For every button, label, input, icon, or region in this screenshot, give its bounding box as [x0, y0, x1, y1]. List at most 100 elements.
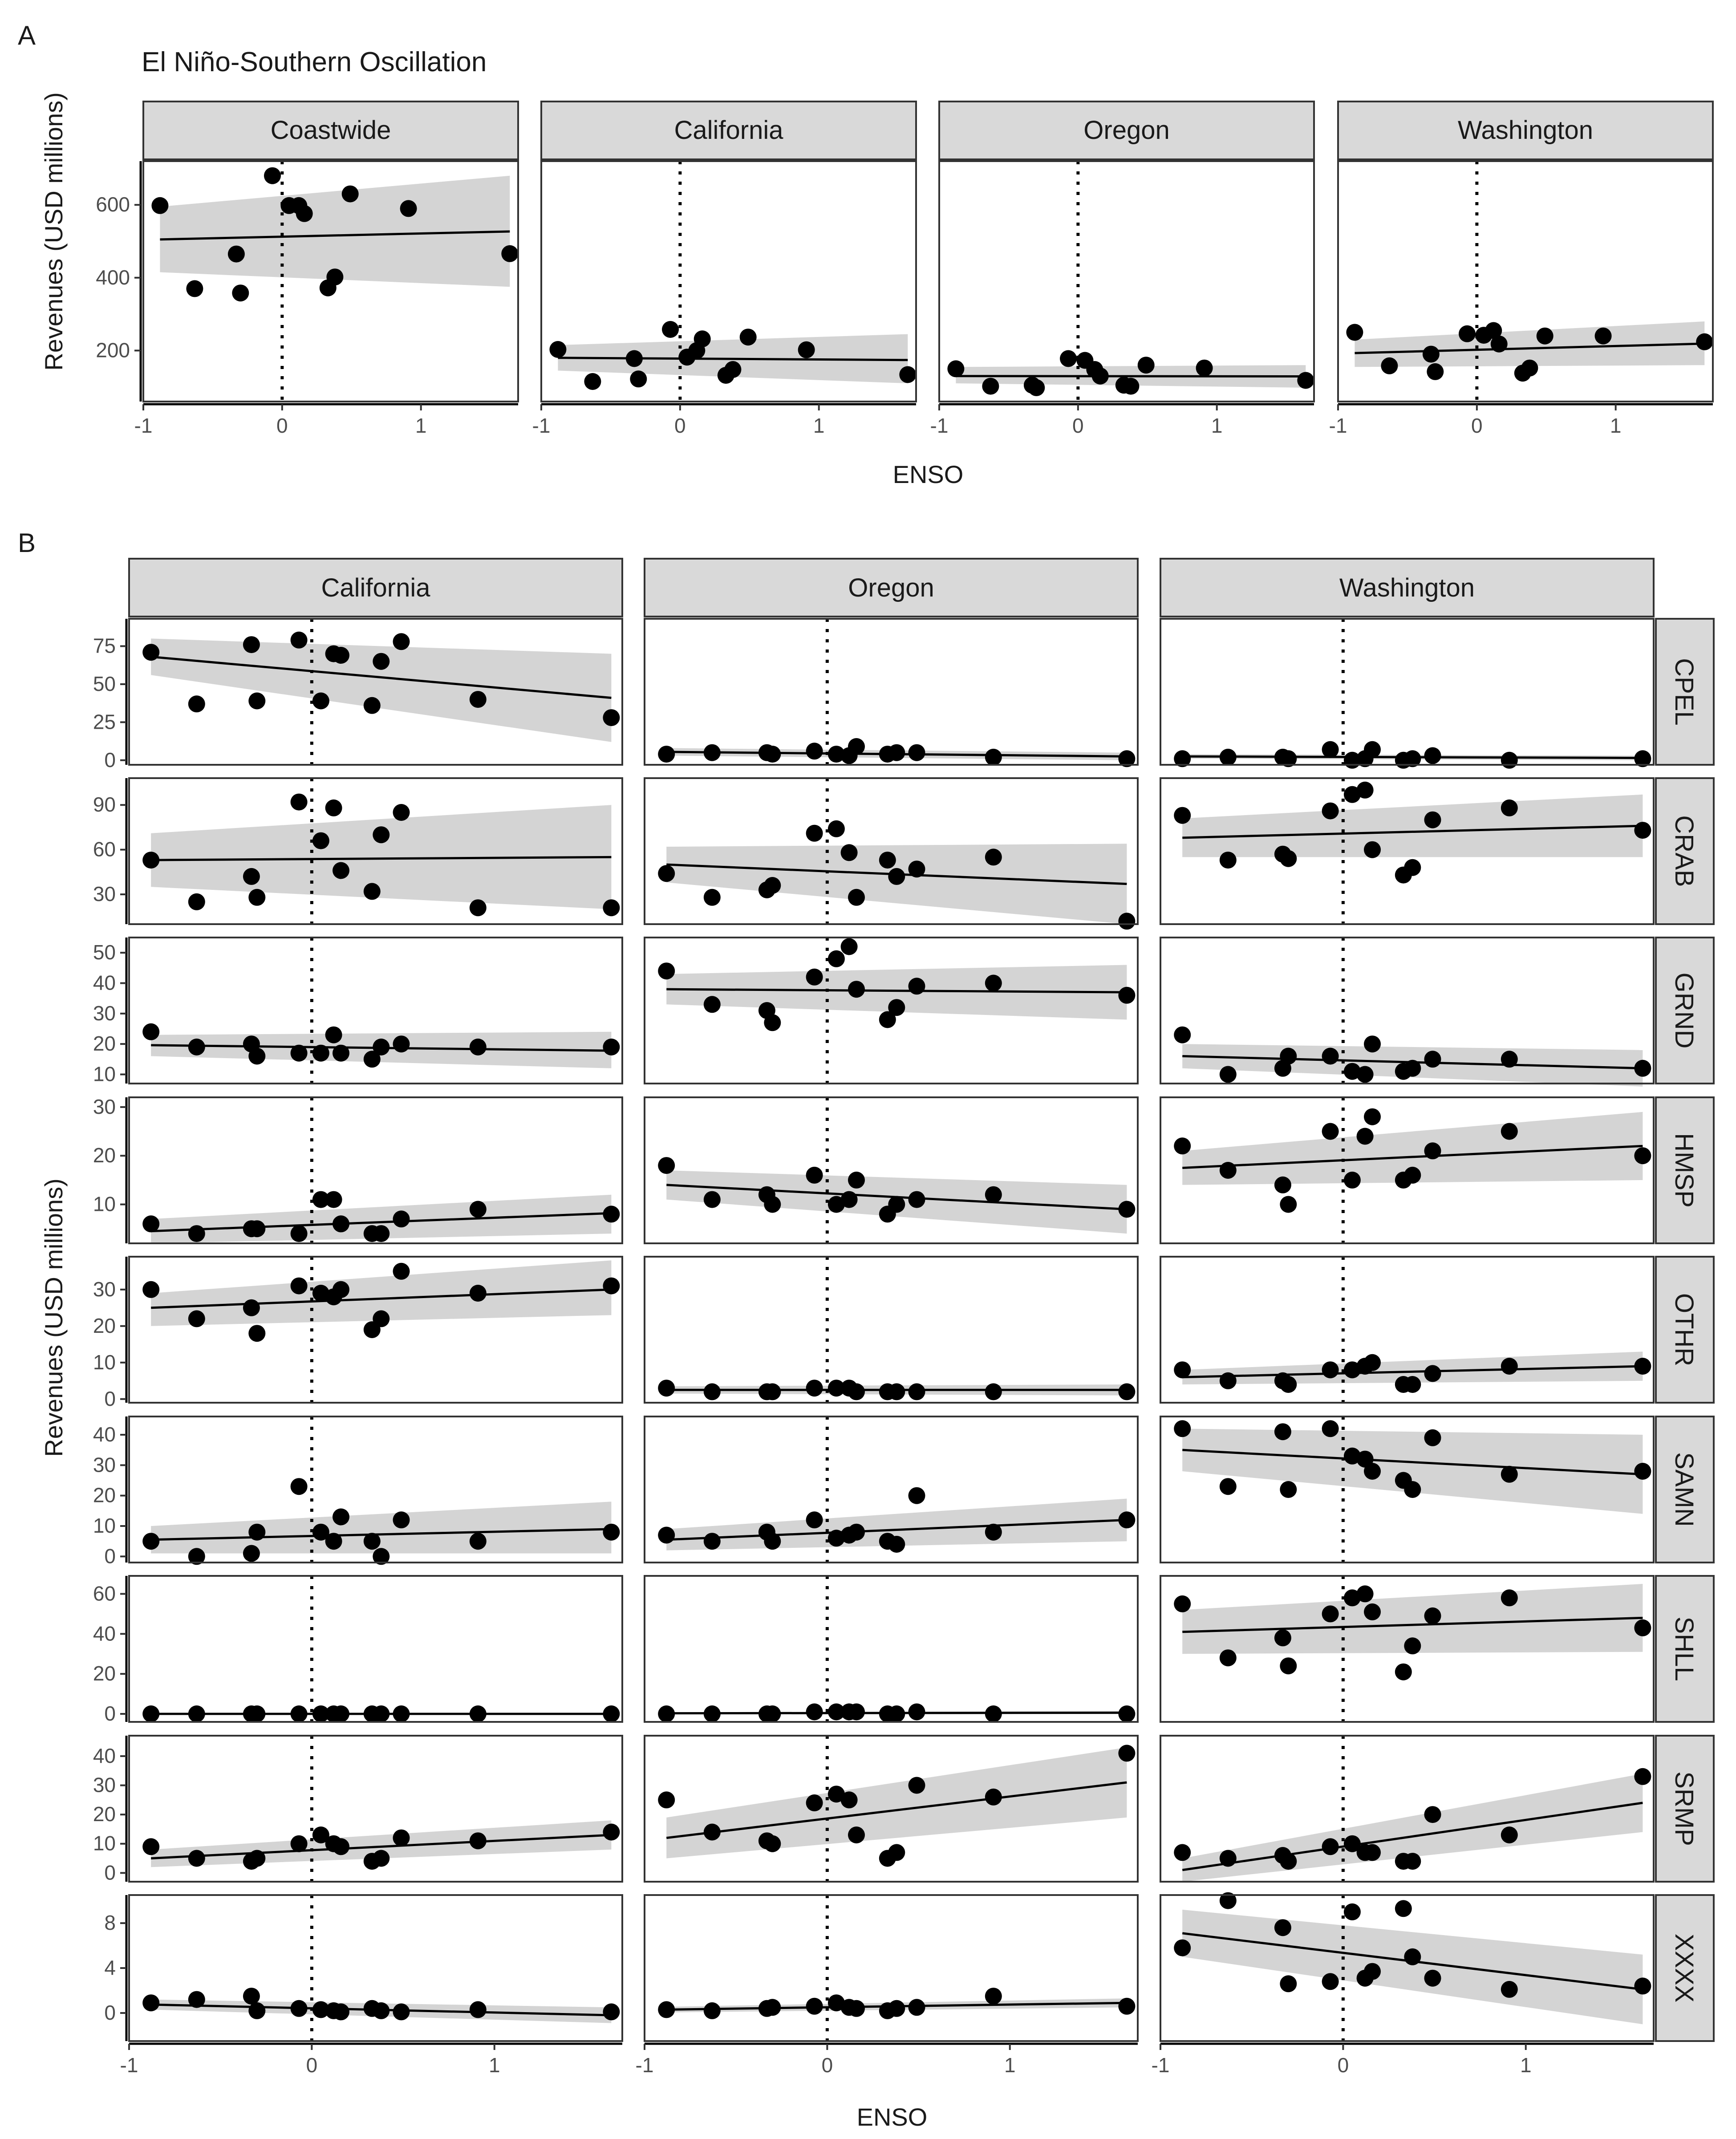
data-point — [248, 1047, 266, 1065]
data-point — [840, 1791, 858, 1809]
row-strip-label: GRND — [1670, 973, 1699, 1049]
data-point — [1174, 807, 1191, 824]
facet-panel — [1160, 1416, 1655, 1563]
x-tick-label: 1 — [1610, 414, 1622, 437]
facet-panel: -1 0 1 — [532, 160, 917, 437]
confidence-band — [1182, 1909, 1643, 2025]
data-point — [142, 1281, 160, 1298]
y-tick-label: 0 — [104, 1387, 116, 1410]
data-point — [1501, 1981, 1518, 1998]
y-tick-label: 4 — [104, 1956, 116, 1979]
facet-strip-label: Oregon — [1083, 116, 1169, 145]
data-point — [1091, 367, 1109, 385]
data-point — [603, 1705, 620, 1722]
data-point — [764, 877, 781, 894]
data-point — [1274, 1176, 1291, 1193]
data-point — [1174, 1137, 1191, 1155]
data-point — [848, 1171, 865, 1189]
x-tick-label: 1 — [489, 2054, 500, 2077]
data-point — [888, 744, 905, 761]
facet-panel: 10 20 30 40 50 — [93, 937, 623, 1086]
data-point — [1634, 1358, 1651, 1375]
data-point — [806, 1703, 823, 1721]
regression-line — [151, 1528, 612, 1541]
data-point — [243, 1545, 260, 1562]
data-point — [1395, 1900, 1412, 1917]
data-point — [764, 1835, 781, 1852]
data-point — [188, 1310, 205, 1327]
panel-border — [644, 1894, 1139, 2042]
data-point — [188, 1850, 205, 1867]
data-point — [290, 1277, 308, 1295]
confidence-band — [1355, 321, 1705, 367]
data-point — [1501, 1358, 1518, 1375]
data-point — [142, 852, 160, 869]
regression-line — [1182, 824, 1643, 839]
data-point — [985, 974, 1002, 992]
data-point — [764, 1196, 781, 1213]
data-point — [469, 1533, 487, 1550]
data-point — [1356, 781, 1374, 799]
confidence-band — [1182, 794, 1643, 857]
data-point — [1501, 1589, 1518, 1607]
data-point — [333, 1508, 349, 1526]
data-point — [703, 2002, 721, 2019]
data-point — [603, 1523, 620, 1541]
y-tick-label: 10 — [93, 1193, 116, 1216]
data-point — [908, 1191, 925, 1208]
data-point — [848, 2000, 865, 2017]
data-point — [1322, 802, 1339, 820]
row-strip — [1655, 1256, 1715, 1404]
data-point — [625, 350, 643, 367]
facet-strip — [540, 101, 917, 160]
data-point — [290, 631, 308, 649]
data-point — [848, 1826, 865, 1843]
data-point — [603, 709, 620, 727]
data-point — [363, 883, 381, 900]
y-tick-label: 20 — [93, 1662, 116, 1685]
data-point — [326, 268, 344, 286]
data-point — [312, 1191, 329, 1208]
data-point — [1594, 327, 1612, 345]
data-point — [888, 1705, 905, 1722]
data-point — [1343, 1361, 1361, 1379]
confidence-band — [151, 805, 612, 909]
x-tick-label: -1 — [930, 414, 949, 437]
y-tick-label: 20 — [93, 1314, 116, 1337]
panel-border — [644, 618, 1139, 766]
data-point — [1274, 1629, 1291, 1647]
data-point — [290, 1705, 308, 1722]
data-point — [151, 197, 169, 214]
data-point — [764, 1705, 781, 1722]
facet-panel — [644, 618, 1139, 767]
data-point — [764, 1383, 781, 1400]
data-point — [1404, 1059, 1421, 1077]
confidence-band — [1182, 1774, 1643, 1882]
data-point — [1118, 1745, 1136, 1762]
data-point — [393, 1829, 410, 1847]
row-strip-label: SHLL — [1670, 1616, 1699, 1681]
data-point — [248, 692, 266, 710]
data-point — [1118, 1511, 1136, 1529]
data-point — [703, 1823, 721, 1841]
data-point — [764, 1999, 781, 2016]
data-point — [333, 2003, 349, 2021]
data-point — [232, 284, 249, 302]
data-point — [312, 1826, 329, 1843]
data-point — [1219, 1649, 1237, 1667]
data-point — [1118, 986, 1136, 1004]
row-strip — [1655, 618, 1715, 766]
data-point — [373, 1850, 390, 1867]
data-point — [1424, 1365, 1441, 1382]
data-point — [1219, 1892, 1237, 1909]
panel-a-title: El Niño-Southern Oscillation — [142, 47, 487, 77]
data-point — [1118, 1383, 1136, 1400]
regression-line — [151, 1212, 612, 1233]
confidence-band — [666, 1747, 1127, 1859]
y-tick-label: 50 — [93, 672, 116, 695]
panel-border — [128, 777, 623, 925]
data-point — [1364, 1463, 1381, 1480]
regression-line — [151, 655, 612, 699]
